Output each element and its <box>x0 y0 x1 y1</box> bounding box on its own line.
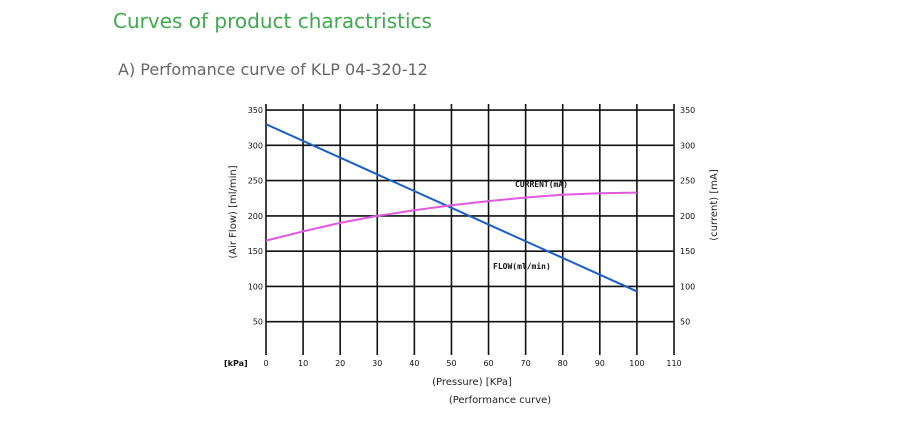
y-tick-left: 250 <box>248 177 263 186</box>
y-tick-left: 50 <box>253 318 263 327</box>
y-tick-right: 250 <box>680 177 695 186</box>
x-tick: 80 <box>558 359 568 368</box>
x-tick: 0 <box>263 359 268 368</box>
x-unit-label: [kPa] <box>224 359 248 368</box>
x-tick: 100 <box>629 359 644 368</box>
x-tick: 90 <box>595 359 605 368</box>
x-tick: 60 <box>483 359 493 368</box>
x-axis-label: (Pressure) [KPa] <box>432 377 512 388</box>
y-axis-label-right: (current) [mA] <box>709 169 720 241</box>
x-tick: 70 <box>521 359 531 368</box>
x-tick: 40 <box>409 359 419 368</box>
x-tick: 30 <box>372 359 382 368</box>
y-tick-right: 350 <box>680 106 695 115</box>
section-heading: Curves of product charactristics <box>113 9 432 33</box>
y-tick-left: 350 <box>248 106 263 115</box>
y-tick-right: 300 <box>680 141 695 150</box>
legend-current: CURRENT(mA) <box>515 180 568 189</box>
y-tick-left: 100 <box>248 282 263 291</box>
tick-labels: 5010015020025030035050100150200250300350… <box>248 106 696 368</box>
chart-subheading: A) Perfomance curve of KLP 04-320-12 <box>118 60 428 79</box>
y-tick-left: 150 <box>248 247 263 256</box>
x-tick: 50 <box>446 359 456 368</box>
grid <box>265 104 675 355</box>
y-axis-label-left: (Air Flow) [ml/min] <box>228 165 239 258</box>
x-tick: 110 <box>666 359 681 368</box>
chart-caption: (Performance curve) <box>449 395 551 406</box>
x-tick: 20 <box>335 359 345 368</box>
current-series-line <box>265 191 637 242</box>
y-tick-right: 100 <box>680 282 695 291</box>
y-tick-right: 200 <box>680 212 695 221</box>
legend-flow: FLOW(ml/min) <box>493 261 551 271</box>
flow-series-line <box>265 123 638 293</box>
y-tick-left: 200 <box>248 212 263 221</box>
y-tick-right: 150 <box>680 247 695 256</box>
y-tick-left: 300 <box>248 141 263 150</box>
x-tick: 10 <box>298 359 308 368</box>
y-tick-right: 50 <box>680 318 690 327</box>
series-group <box>265 123 638 293</box>
